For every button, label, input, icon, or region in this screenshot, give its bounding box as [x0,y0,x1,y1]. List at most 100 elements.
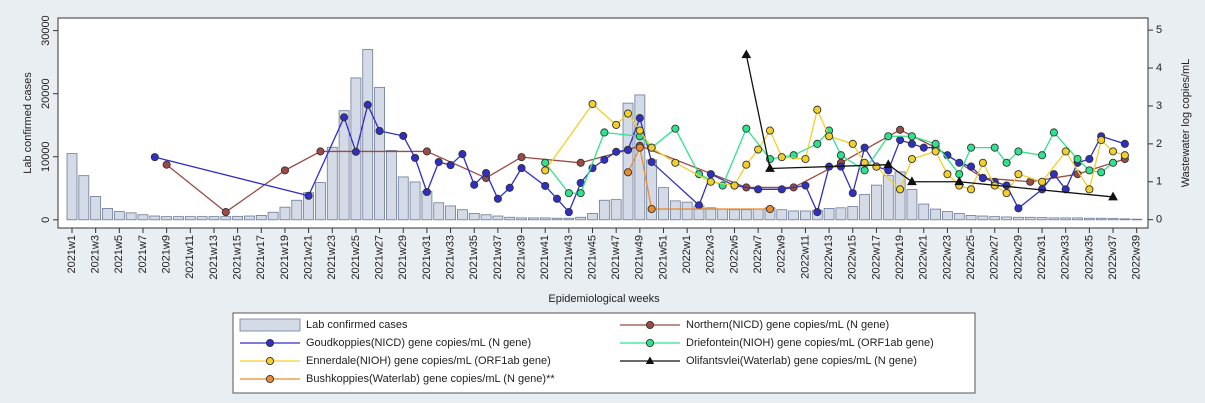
bar [386,150,397,221]
x-tick-label: 2021w47 [610,235,622,280]
x-tick-label: 2022w21 [918,235,930,280]
legend-label: Lab confirmed cases [306,319,408,331]
series-marker [907,154,916,164]
series-marker [860,166,869,175]
series-marker [600,155,609,164]
x-tick-label: 2021w21 [303,235,315,280]
y2-tick-label: 3 [1156,100,1162,112]
series-marker [978,173,987,183]
series-marker [967,143,976,152]
series-segment [402,135,416,159]
series-segment [544,103,594,171]
series-marker [1038,151,1047,160]
series-segment [651,128,676,149]
series-marker [1073,154,1082,164]
series-marker [150,153,159,162]
y-tick-label: 30000 [40,15,52,46]
series-segment [225,169,286,213]
series-marker [706,170,715,179]
series-marker [280,166,289,175]
series-marker [647,204,656,214]
series-marker [990,143,999,152]
x-tick-label: 2021w29 [397,235,409,280]
bar [1119,218,1131,221]
series-marker [623,109,633,118]
series-marker [517,164,526,173]
series-segment [521,167,546,187]
series-marker [422,147,431,156]
series-marker [742,124,751,133]
bar [776,209,788,221]
series-segment [840,166,854,194]
series-marker [541,158,550,167]
bar [362,49,374,221]
x-tick-label: 2021w25 [350,235,362,280]
bar [634,94,646,221]
series-segment [1101,135,1126,145]
x-tick-label: 2021w37 [492,235,504,280]
series-marker [860,143,869,152]
series-marker [919,143,928,152]
series-segment [154,156,309,197]
bar [161,216,173,221]
x-tick-label: 2021w15 [232,235,244,280]
bar [196,216,208,221]
x-tick-label: 2022w31 [1036,235,1048,280]
series-marker [872,162,881,171]
series-segment [958,147,972,175]
bar [1013,216,1024,221]
series-segment [840,154,865,171]
series-segment [745,54,771,169]
y2-tick-label: 4 [1156,62,1162,74]
bar [244,215,255,221]
series-segment [1018,173,1043,183]
series-marker [860,158,869,167]
bar [705,207,717,221]
series-marker [671,124,680,133]
series-marker [635,114,644,123]
series-marker [967,162,976,171]
series-marker [825,132,834,141]
series-marker [907,132,916,141]
x-tick-label: 2021w19 [279,235,291,280]
x-tick-label: 2021w35 [468,235,480,280]
series-marker [671,158,680,167]
x-tick-label: 2022w25 [965,235,977,280]
series-marker [943,170,952,179]
x-tick-label: 2021w45 [586,235,598,280]
series-segment [804,109,818,160]
series-marker [458,150,467,159]
series-marker [1097,168,1106,177]
bar [658,187,669,221]
legend-label: Olifantsvlei(Waterlab) gene copies/mL (N… [686,355,917,367]
series-segment [935,143,960,175]
series-segment [674,128,700,175]
x-tick-label: 2022w37 [1107,235,1119,280]
x-tick-label: 2022w35 [1083,235,1095,280]
series-marker [623,168,633,177]
series-segment [426,150,487,179]
series-marker [836,151,846,160]
bar [823,208,835,221]
bar [610,199,622,221]
series-segment [982,162,996,186]
x-tick-label: 2022w15 [847,235,859,280]
series-marker [446,161,455,170]
bar [587,213,598,221]
series-marker [564,208,573,217]
x-tick-label: 2021w1 [66,235,78,274]
series-segment [521,156,581,164]
series-marker [647,143,656,152]
series-marker [931,139,940,148]
y2-tick-label: 1 [1156,176,1162,188]
x-tick-label: 2022w5 [728,235,740,274]
bar [1095,217,1107,221]
series-segment [1041,151,1067,183]
series-marker [1002,189,1011,198]
series-marker [304,191,313,200]
series-marker [552,194,562,203]
series-segment [627,117,641,151]
series-marker [363,100,372,109]
x-tick-label: 2022w39 [1131,235,1143,280]
series-marker [954,176,965,186]
